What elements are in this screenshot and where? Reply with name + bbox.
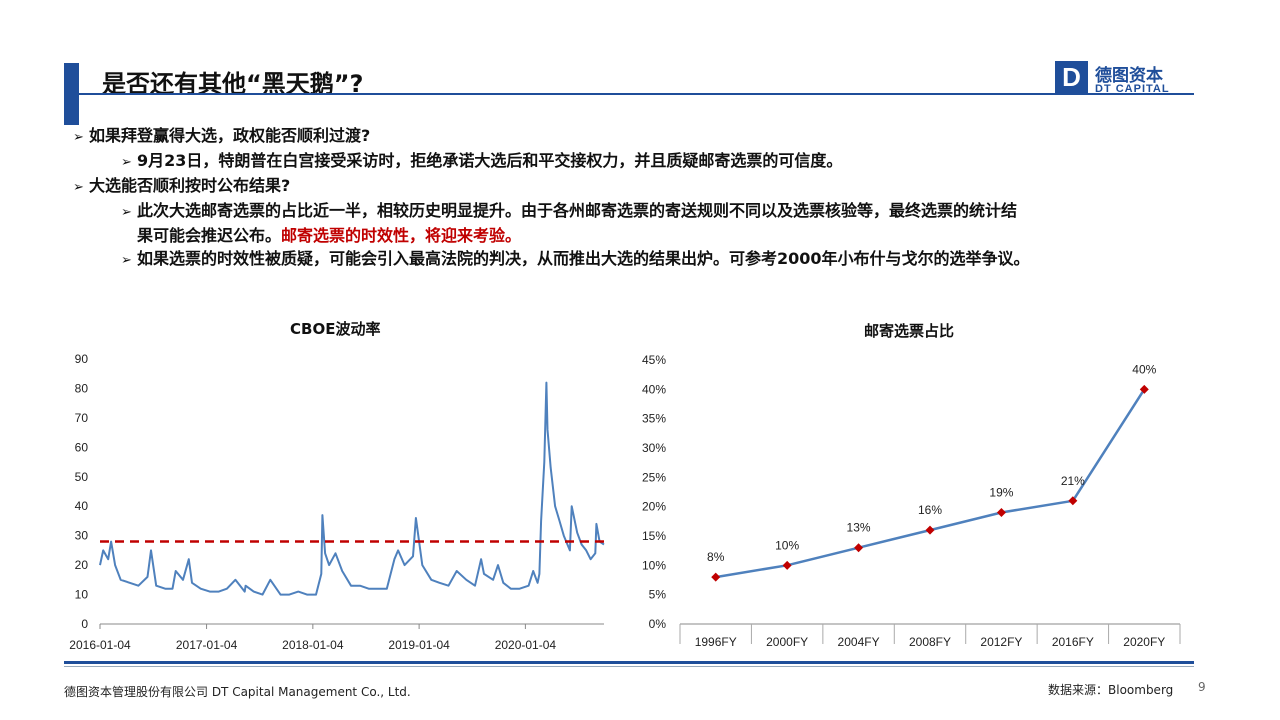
- arrow-bullet-icon: ➢: [73, 130, 84, 145]
- x-tick-label: 1996FY: [695, 635, 737, 649]
- arrow-bullet-icon: ➢: [121, 205, 132, 220]
- data-label: 16%: [918, 503, 942, 517]
- x-tick-label: 2012FY: [980, 635, 1022, 649]
- y-tick-label: 0%: [649, 617, 667, 631]
- data-point-marker: [996, 508, 1006, 518]
- bullet-text: 果可能会推迟公布。: [137, 226, 282, 245]
- bullet-list: ➢ 如果拜登赢得大选，政权能否顺利过渡? ➢ 9月23日，特朗普在白宫接受采访时，拒…: [73, 124, 1213, 272]
- y-tick-label: 50: [75, 470, 89, 484]
- bullet-text: 9月23日，特朗普在白宫接受采访时，拒绝承诺大选后和平交接权力，并且质疑邮寄选票…: [137, 151, 843, 170]
- data-point-marker: [925, 525, 935, 535]
- x-tick-label: 2019-01-04: [388, 638, 450, 652]
- x-tick-label: 2016FY: [1052, 635, 1094, 649]
- y-tick-label: 15%: [642, 529, 666, 543]
- arrow-bullet-icon: ➢: [73, 180, 84, 195]
- bullet-answer-3: ➢ 如果选票的时效性被质疑，可能会引入最高法院的判决，从而推出大选的结果出炉。可参…: [73, 247, 1213, 272]
- data-label: 21%: [1061, 474, 1085, 488]
- x-tick-label: 2018-01-04: [282, 638, 344, 652]
- y-tick-label: 80: [75, 381, 89, 395]
- y-tick-label: 45%: [642, 353, 666, 367]
- highlight-text: 邮寄选票的时效性，将迎来考验。: [281, 226, 522, 245]
- x-tick-label: 2004FY: [838, 635, 880, 649]
- y-tick-label: 60: [75, 440, 89, 454]
- y-tick-label: 25%: [642, 470, 666, 484]
- y-tick-label: 20: [75, 558, 89, 572]
- bullet-question-1: ➢ 如果拜登赢得大选，政权能否顺利过渡?: [73, 124, 1213, 149]
- y-tick-label: 10: [75, 588, 89, 602]
- bullet-text: 如果拜登赢得大选，政权能否顺利过渡?: [89, 126, 371, 145]
- data-point-marker: [782, 560, 792, 570]
- x-tick-label: 2008FY: [909, 635, 951, 649]
- arrow-bullet-icon: ➢: [121, 155, 132, 170]
- y-tick-label: 35%: [642, 412, 666, 426]
- data-label: 13%: [847, 521, 871, 535]
- x-tick-label: 2020-01-04: [495, 638, 557, 652]
- vix-series-line: [99, 381, 605, 596]
- logo-name-en: DT CAPITAL: [1095, 83, 1170, 95]
- footer-company: 德图资本管理股份有限公司 DT Capital Management Co., …: [64, 685, 411, 699]
- title-accent-bar: [64, 63, 79, 125]
- logo-name-cn: 德图资本: [1095, 66, 1163, 86]
- bullet-answer-2: ➢ 此次大选邮寄选票的占比近一半，相较历史明显提升。由于各州邮寄选票的寄送规则不同…: [73, 199, 1213, 224]
- x-tick-label: 2020FY: [1123, 635, 1165, 649]
- data-label: 10%: [775, 538, 799, 552]
- logo-mark-icon: D: [1055, 61, 1088, 94]
- data-point-marker: [1139, 384, 1149, 394]
- bullet-question-2: ➢ 大选能否顺利按时公布结果?: [73, 174, 1213, 199]
- data-point-marker: [1068, 496, 1078, 506]
- data-point-marker: [711, 572, 721, 582]
- x-tick-label: 2016-01-04: [69, 638, 131, 652]
- data-label: 19%: [989, 486, 1013, 500]
- y-tick-label: 5%: [649, 588, 667, 602]
- y-tick-label: 20%: [642, 500, 666, 514]
- data-label: 40%: [1132, 362, 1156, 376]
- data-point-marker: [854, 543, 864, 553]
- y-tick-label: 40: [75, 499, 89, 513]
- y-tick-label: 0: [81, 617, 88, 631]
- title-underline: [79, 93, 1194, 95]
- footer-rule-thin: [64, 666, 1194, 667]
- bullet-text: 大选能否顺利按时公布结果?: [89, 176, 291, 195]
- y-tick-label: 10%: [642, 558, 666, 572]
- mail-ballot-chart: 0% 5% 10% 15% 20% 25% 30% 35% 40% 45% 1996FY 2000FY…: [642, 353, 1181, 649]
- vix-chart-title: CBOE波动率: [290, 320, 381, 338]
- page-number: 9: [1198, 680, 1206, 694]
- vix-chart: 0 10 20 30 40 50 60 70 80 90 2016-01-04 2017-01-04 2…: [69, 352, 605, 652]
- y-tick-label: 90: [75, 352, 89, 366]
- y-tick-label: 30%: [642, 441, 666, 455]
- x-tick-label: 2000FY: [766, 635, 808, 649]
- data-label: 8%: [707, 550, 725, 564]
- arrow-bullet-icon: ➢: [121, 253, 132, 268]
- company-logo: D 德图资本 DT CAPITAL: [1055, 61, 1195, 97]
- y-tick-label: 40%: [642, 382, 666, 396]
- y-tick-label: 30: [75, 529, 89, 543]
- mail-ballot-chart-title: 邮寄选票占比: [864, 322, 955, 340]
- y-tick-label: 70: [75, 411, 89, 425]
- footer-source: 数据来源：Bloomberg: [1048, 683, 1174, 697]
- bullet-text: 此次大选邮寄选票的占比近一半，相较历史明显提升。由于各州邮寄选票的寄送规则不同以…: [137, 201, 1018, 220]
- x-tick-label: 2017-01-04: [176, 638, 238, 652]
- bullet-answer-2-continued: 果可能会推迟公布。邮寄选票的时效性，将迎来考验。: [73, 224, 1213, 247]
- footer-rule: [64, 661, 1194, 664]
- bullet-text: 如果选票的时效性被质疑，可能会引入最高法院的判决，从而推出大选的结果出炉。可参考…: [137, 249, 1030, 268]
- bullet-answer-1: ➢ 9月23日，特朗普在白宫接受采访时，拒绝承诺大选后和平交接权力，并且质疑邮寄选…: [73, 149, 1213, 174]
